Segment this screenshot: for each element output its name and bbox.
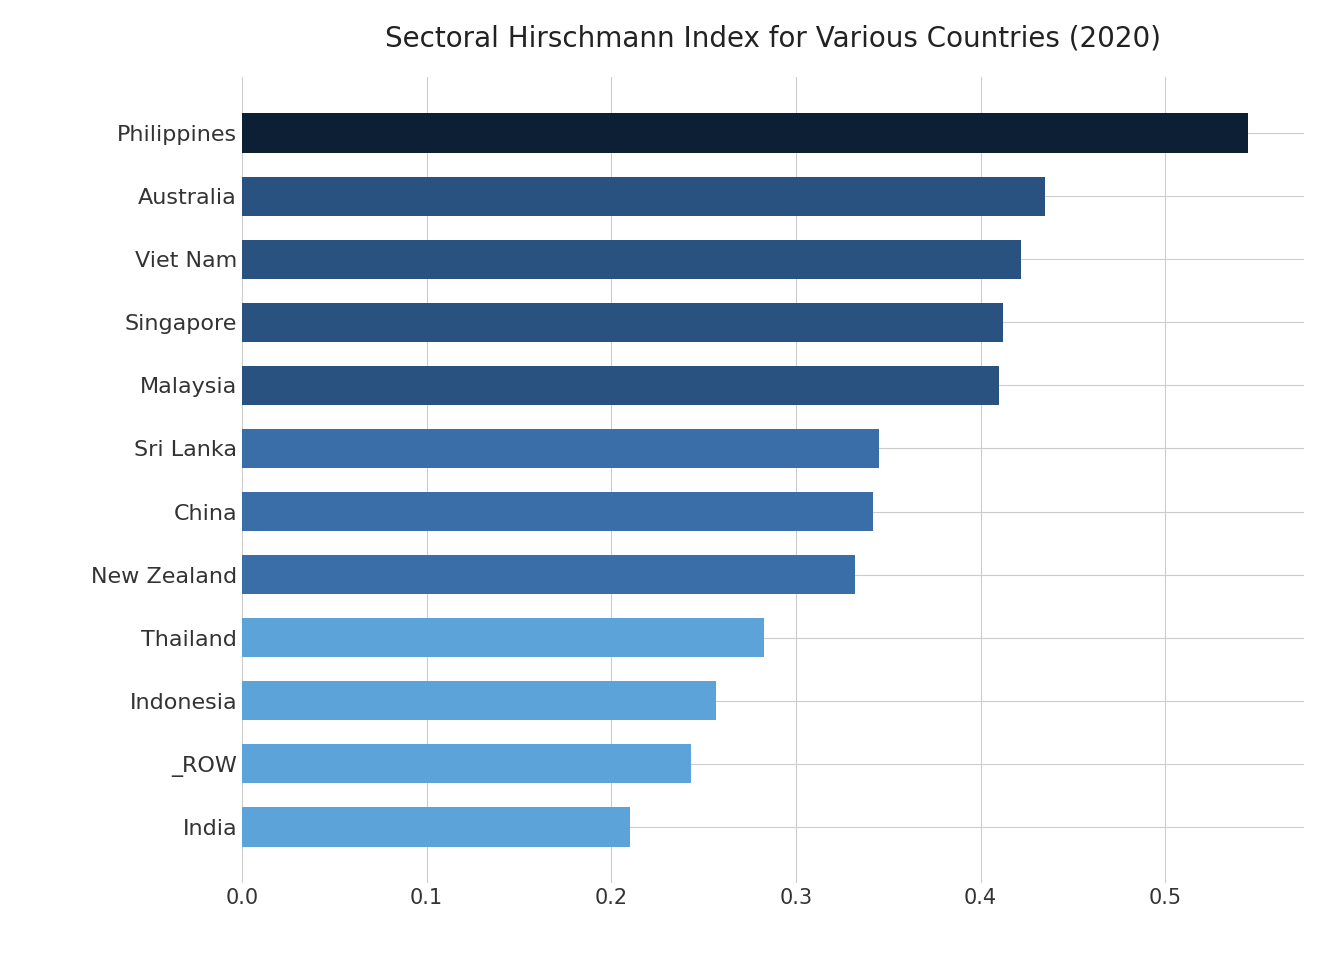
Bar — [242, 429, 879, 468]
Title: Sectoral Hirschmann Index for Various Countries (2020): Sectoral Hirschmann Index for Various Co… — [384, 24, 1161, 52]
Bar — [242, 744, 691, 783]
Bar — [242, 807, 630, 847]
Bar — [242, 177, 1046, 216]
Bar — [242, 240, 1021, 278]
Bar — [242, 682, 716, 720]
Bar — [242, 113, 1249, 153]
Bar — [242, 555, 855, 594]
Bar — [242, 302, 1003, 342]
Bar — [242, 492, 874, 531]
Bar — [242, 618, 765, 658]
Bar — [242, 366, 999, 405]
